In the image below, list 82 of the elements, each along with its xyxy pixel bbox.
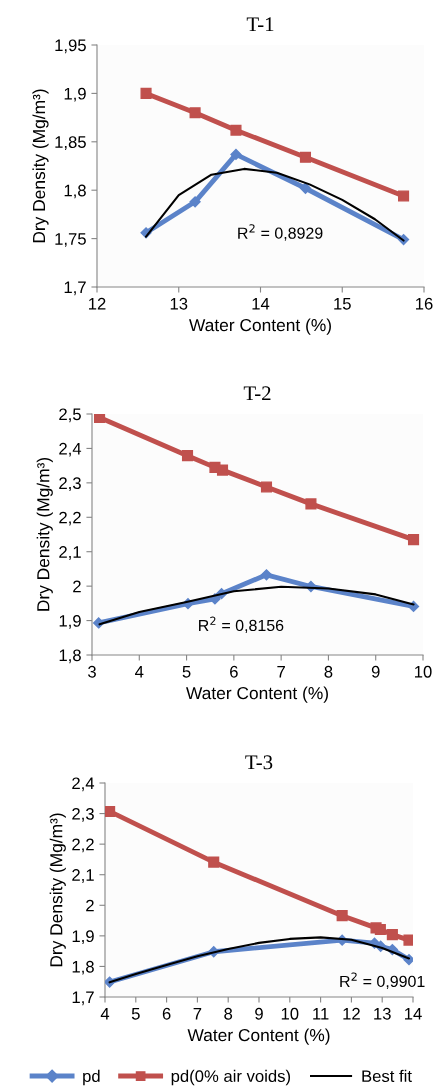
legend-label: pd(0% air voids) — [171, 1069, 291, 1086]
chart-title: T-2 — [243, 386, 271, 401]
y-tick-label: 2,1 — [59, 546, 81, 560]
x-tick-label: 7 — [193, 1008, 202, 1020]
y-axis-title: Dry Density (Mg/m³) — [32, 89, 49, 243]
point — [374, 923, 386, 935]
y-tick-label: 1,7 — [72, 991, 94, 1006]
x-tick-label: 10 — [281, 1007, 299, 1020]
x-tick-label: 13 — [374, 1007, 391, 1020]
x-tick-label: 16 — [416, 297, 433, 310]
x-tick-label: 3 — [88, 665, 96, 678]
y-axis-title: Dry Density (Mg/m³) — [49, 813, 66, 967]
point — [260, 481, 273, 493]
y-tick-label: 1,8 — [64, 184, 86, 199]
y-tick-label: 2,3 — [72, 807, 94, 822]
x-axis-title: Water Content (%) — [189, 318, 331, 335]
x-tick-label: 6 — [230, 665, 238, 678]
y-tick-label: 2 — [86, 899, 94, 912]
point — [403, 934, 413, 946]
y-tick-label: 1,7 — [64, 281, 86, 296]
y-tick-label: 1,8 — [59, 649, 81, 664]
chart-title: T-1 — [246, 17, 274, 32]
y-tick-label: 2,3 — [59, 477, 81, 492]
point — [105, 805, 116, 817]
x-axis-title: Water Content (%) — [186, 686, 328, 703]
point — [230, 124, 242, 136]
x-tick-label: 9 — [371, 665, 380, 678]
point — [336, 910, 348, 922]
y-tick-label: 2,4 — [72, 777, 95, 792]
x-tick-label: 4 — [135, 666, 144, 678]
y-tick-label: 2,2 — [59, 511, 81, 526]
y-axis-title: Dry Density (Mg/m³) — [36, 457, 53, 611]
x-axis-title: Water Content (%) — [187, 1028, 330, 1045]
x-tick-label: 13 — [170, 297, 188, 310]
point — [305, 498, 317, 510]
x-tick-label: 5 — [182, 666, 191, 678]
y-tick-label: 2,4 — [59, 442, 82, 457]
y-tick-label: 1,8 — [72, 960, 94, 975]
point — [208, 856, 220, 868]
y-tick-label: 2,2 — [72, 838, 94, 853]
point — [299, 151, 312, 163]
legend-label: Best fit — [362, 1069, 412, 1083]
point — [386, 929, 398, 941]
chart-title: T-3 — [245, 755, 273, 770]
legend-label: pd — [83, 1069, 100, 1086]
point — [94, 414, 106, 423]
x-tick-label: 9 — [255, 1007, 263, 1020]
point — [216, 464, 229, 476]
x-tick-label: 14 — [405, 1008, 422, 1020]
point — [299, 182, 312, 194]
x-tick-label: 10 — [415, 665, 432, 678]
x-tick-label: 12 — [343, 1007, 360, 1020]
annotation: R$^{2}$ = 0,8156 — [199, 616, 284, 633]
point — [230, 148, 242, 160]
point — [398, 190, 410, 202]
point — [189, 107, 201, 119]
x-tick-label: 7 — [277, 666, 285, 678]
annotation: R$^{2}$ = 0,9901 — [340, 972, 425, 989]
point — [189, 196, 201, 208]
x-tick-label: 12 — [89, 297, 106, 310]
y-tick-label: 1,85 — [55, 136, 86, 150]
y-tick-label: 2,5 — [59, 408, 81, 423]
y-tick-label: 1,9 — [64, 87, 86, 102]
x-tick-label: 4 — [100, 1008, 110, 1020]
y-tick-label: 1,95 — [55, 39, 86, 54]
point — [260, 569, 273, 581]
x-tick-label: 8 — [224, 1007, 233, 1020]
annotation: R$^{2}$ = 0,8929 — [238, 224, 323, 241]
x-tick-label: 15 — [334, 298, 351, 310]
y-tick-label: 2,1 — [72, 869, 94, 883]
x-tick-label: 8 — [324, 665, 333, 678]
x-tick-label: 6 — [162, 1007, 171, 1020]
y-tick-label: 2 — [73, 580, 81, 593]
x-tick-label: 11 — [313, 1008, 329, 1020]
point — [407, 534, 420, 546]
point — [140, 87, 152, 99]
y-tick-label: 1,9 — [72, 930, 94, 945]
y-tick-label: 1,9 — [59, 614, 81, 629]
point — [181, 450, 194, 462]
x-tick-label: 14 — [252, 298, 270, 310]
y-tick-label: 1,75 — [55, 233, 86, 247]
x-tick-label: 5 — [131, 1008, 140, 1020]
